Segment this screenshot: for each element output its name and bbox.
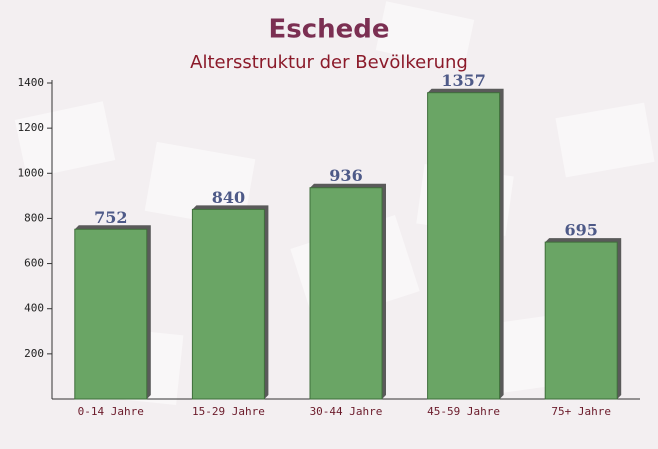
- x-tick-label: 45-59 Jahre: [427, 405, 500, 418]
- chart-subtitle: Altersstruktur der Bevölkerung: [190, 52, 468, 73]
- x-tick-label: 75+ Jahre: [551, 405, 611, 418]
- value-label: 936: [329, 166, 362, 185]
- bar: [309, 187, 383, 400]
- value-label: 695: [564, 221, 597, 240]
- value-label: 840: [212, 188, 245, 207]
- bar: [427, 92, 501, 400]
- x-tick-label: 15-29 Jahre: [192, 405, 265, 418]
- y-tick-label: 1400: [18, 76, 45, 89]
- x-tick-label: 0-14 Jahre: [78, 405, 144, 418]
- y-tick-label: 600: [24, 257, 44, 270]
- x-tick-label: 30-44 Jahre: [310, 405, 383, 418]
- y-tick-label: 800: [24, 211, 44, 224]
- value-label: 1357: [441, 71, 486, 90]
- bar: [544, 241, 618, 400]
- value-label: 752: [94, 208, 127, 227]
- bar: [191, 208, 265, 400]
- y-tick-label: 1200: [18, 121, 45, 134]
- y-tick-label: 200: [24, 347, 44, 360]
- chart-title: Eschede: [268, 15, 389, 45]
- y-tick-label: 1000: [18, 166, 45, 179]
- y-tick-label: 400: [24, 302, 44, 315]
- bar: [74, 228, 148, 400]
